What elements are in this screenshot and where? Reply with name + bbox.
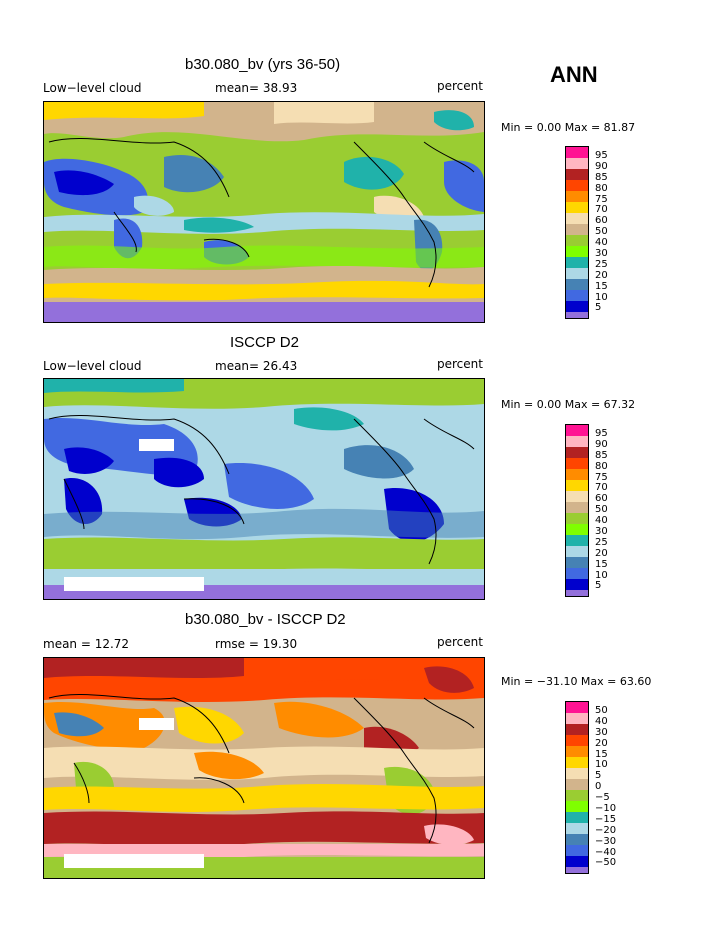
colorbar-tick-label: −30 [595, 835, 617, 847]
colorbar-tick-label: 40 [595, 237, 608, 249]
colorbar-tick-label: −50 [595, 857, 617, 869]
colorbar-tick-label: 95 [595, 428, 608, 439]
colorbar-tick-label: 5 [595, 302, 602, 314]
colorbar-tick-label: 40 [595, 715, 608, 727]
colorbar-tick-label: 30 [595, 526, 608, 538]
colorbar-tick-label: 50 [595, 705, 608, 716]
panel-2-variable-label: Low−level cloud [43, 359, 142, 373]
panel-1-minmax: Min = 0.00 Max = 81.87 [501, 121, 636, 134]
colorbar-tick-label: 30 [595, 726, 608, 738]
panel-1-variable-label: Low−level cloud [43, 81, 142, 95]
panel-1-colorbar [565, 146, 589, 319]
colorbar-tick-label: −15 [595, 813, 617, 825]
panel-1-map [43, 101, 485, 323]
colorbar-tick-label: 95 [595, 150, 608, 161]
panel-1-mean-label: mean= 38.93 [215, 81, 298, 95]
panel-3-colorbar [565, 701, 589, 874]
panel-3-rmse-label: rmse = 19.30 [215, 637, 298, 651]
colorbar-tick-label: 30 [595, 248, 608, 260]
panel-3-minmax: Min = −31.10 Max = 63.60 [501, 675, 652, 688]
colorbar-tick-label: 90 [595, 160, 608, 172]
colorbar-tick-label: 20 [595, 269, 608, 281]
panel-3-mean-label: mean = 12.72 [43, 637, 130, 651]
colorbar-tick-label: 60 [595, 493, 608, 505]
colorbar-tick-label: 85 [595, 171, 608, 183]
colorbar-tick-label: 80 [595, 182, 608, 194]
colorbar-tick-label: 60 [595, 215, 608, 227]
panel-2-colorbar-labels: 95 90 85 80 75 70 60 50 40 30 25 20 15 1… [595, 429, 608, 592]
colorbar-tick-label: 15 [595, 280, 608, 292]
colorbar-tick-label: −40 [595, 846, 617, 858]
panel-1-unit-label: percent [437, 79, 483, 93]
colorbar-tick-label: 90 [595, 438, 608, 450]
colorbar-tick-label: 85 [595, 449, 608, 461]
panel-2-mean-label: mean= 26.43 [215, 359, 298, 373]
panel-3-title: b30.080_bv - ISCCP D2 [185, 611, 346, 628]
colorbar-tick-label: 70 [595, 482, 608, 494]
colorbar-tick-label: 70 [595, 204, 608, 216]
colorbar-tick-label: 5 [595, 770, 602, 782]
panel-2-unit-label: percent [437, 357, 483, 371]
colorbar-tick-label: 20 [595, 737, 608, 749]
panel-3-unit-label: percent [437, 635, 483, 649]
difference-map-image [44, 658, 484, 878]
panel-3-map [43, 657, 485, 879]
colorbar-tick-label: 75 [595, 471, 608, 483]
panel-1-colorbar-labels: 95 90 85 80 75 70 60 50 40 30 25 20 15 1… [595, 151, 608, 314]
colorbar-tick-label: 0 [595, 781, 602, 793]
colorbar-tick-label: −10 [595, 803, 617, 815]
colorbar-tick-label: 15 [595, 748, 608, 760]
colorbar-tick-label: −20 [595, 824, 617, 836]
colorbar-tick-label: −5 [595, 792, 610, 804]
colorbar-tick-label: 80 [595, 460, 608, 472]
panel-2-minmax: Min = 0.00 Max = 67.32 [501, 398, 636, 411]
colorbar-tick-label: 10 [595, 759, 608, 771]
panel-2-map [43, 378, 485, 600]
observed-cloud-map-image [44, 379, 484, 599]
panel-2-colorbar [565, 424, 589, 597]
colorbar-tick-label: 15 [595, 558, 608, 570]
colorbar-tick-label: 20 [595, 547, 608, 559]
panel-3-colorbar-labels: 50 40 30 20 15 10 5 0 −5 −10 −15 −20 −30… [595, 706, 616, 869]
colorbar-tick-label: 5 [595, 580, 602, 592]
colorbar-tick-label: 75 [595, 193, 608, 205]
colorbar-tick-label: 50 [595, 226, 608, 238]
colorbar-tick-label: 25 [595, 536, 608, 548]
colorbar-tick-label: 50 [595, 504, 608, 516]
season-label: ANN [550, 62, 598, 87]
colorbar-tick-label: 40 [595, 515, 608, 527]
colorbar-tick-label: 10 [595, 291, 608, 303]
model-cloud-map-image [44, 102, 484, 322]
colorbar-tick-label: 10 [595, 569, 608, 581]
panel-2-title: ISCCP D2 [230, 334, 299, 351]
panel-1-title: b30.080_bv (yrs 36-50) [185, 56, 341, 73]
colorbar-tick-label: 25 [595, 258, 608, 270]
